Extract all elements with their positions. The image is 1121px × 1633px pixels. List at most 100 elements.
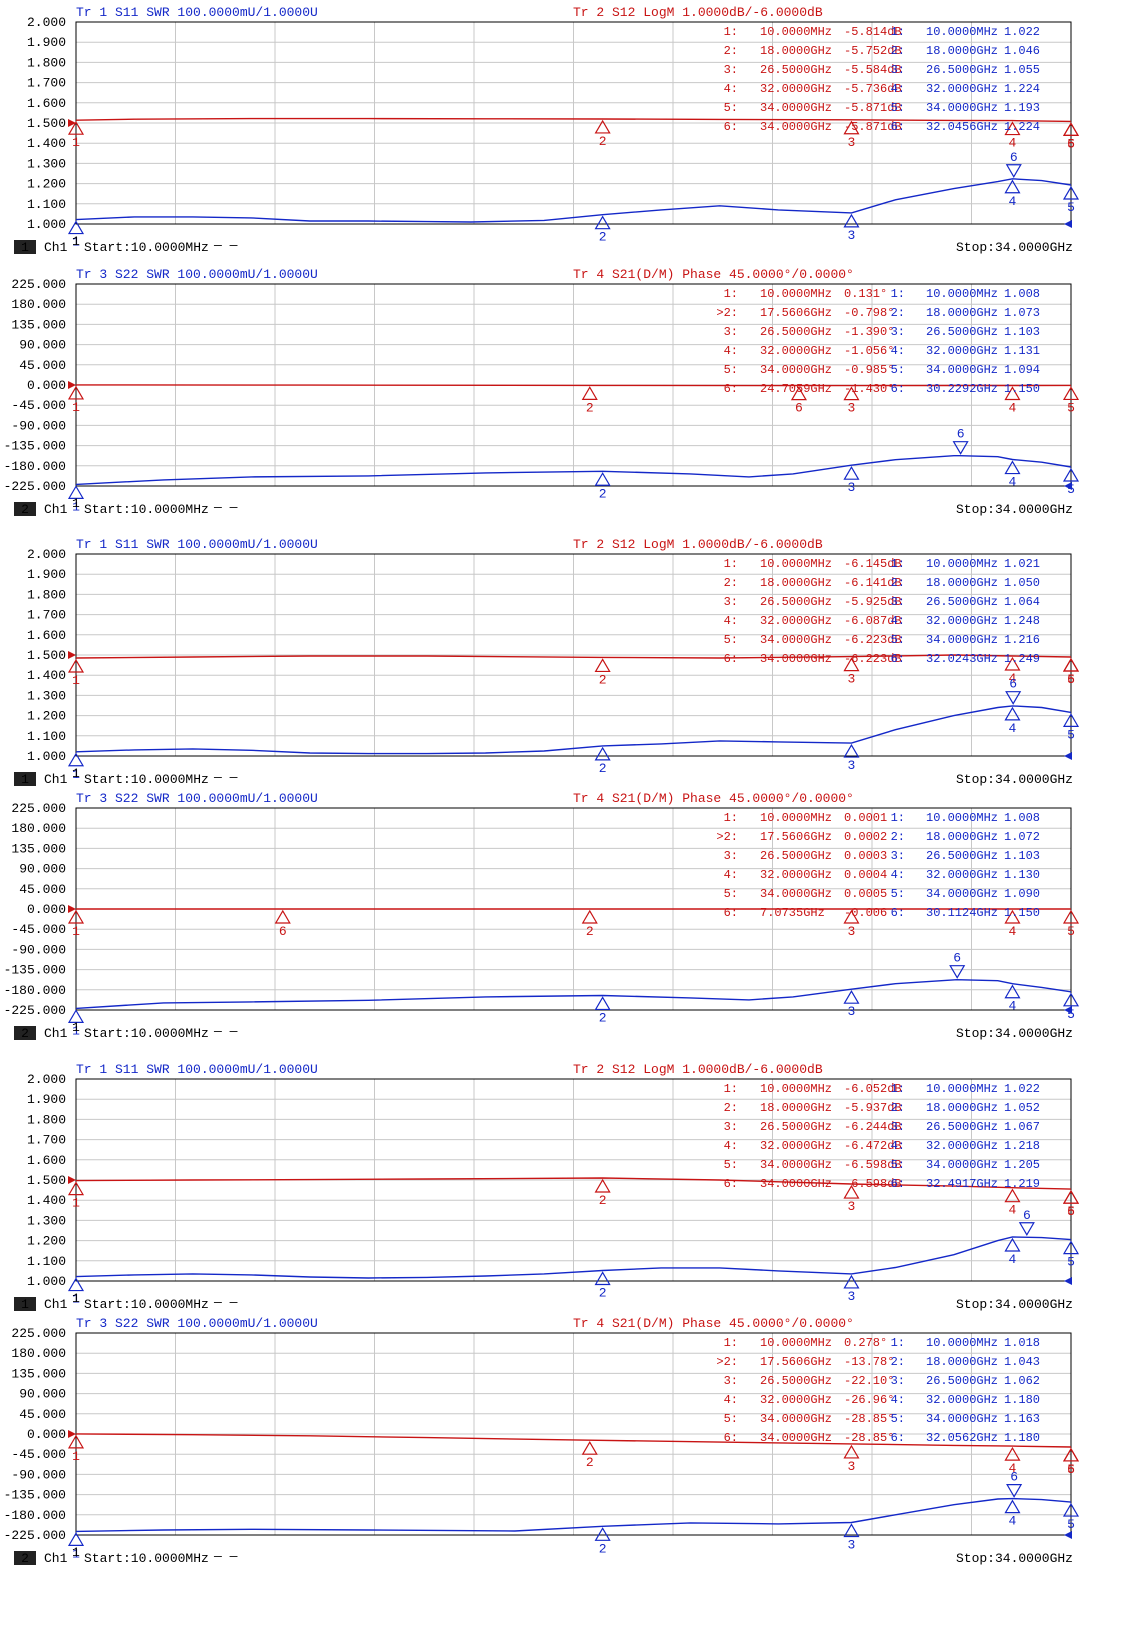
readout-value: 1.055 — [1004, 63, 1040, 77]
y-tick-label: 1.000 — [27, 217, 66, 232]
readout-freq: 32.4917GHz — [926, 1177, 998, 1191]
s11-marker-2: 2 — [594, 746, 611, 776]
readout-value: -1.430° — [844, 382, 894, 396]
readout-value: -6.223dB — [844, 633, 902, 647]
readout-index: 3: — [891, 849, 905, 863]
y-tick-label: 1.200 — [27, 1234, 66, 1249]
marker-1-baseline: 1 — [72, 1545, 80, 1560]
marker-triangle-up — [1062, 467, 1080, 482]
channel-badge[interactable] — [14, 772, 36, 786]
start-frequency: Start:10.0000MHz — [84, 240, 209, 255]
s11-marker-6: 6 — [1005, 150, 1022, 178]
readout-index: 4: — [891, 82, 905, 96]
marker-readout-a: 6: 32.4917GHz 1.219 — [891, 1177, 1040, 1191]
marker-readout-a: 6: 32.0562GHz 1.180 — [891, 1431, 1040, 1445]
chart-panel-3: 2.000 1.900 1.800 1.700 1.600 1.500 1.400 1.300… — [14, 537, 1080, 787]
readout-index: 2: — [891, 1355, 905, 1369]
readout-freq: 32.0000GHz — [760, 1393, 832, 1407]
chart-panel-5: 2.000 1.900 1.800 1.700 1.600 1.500 1.400 1.300… — [14, 1062, 1080, 1312]
channel-badge[interactable] — [14, 1551, 36, 1565]
readout-value: -1.056° — [844, 344, 894, 358]
s12-marker-3: 3 — [843, 120, 860, 150]
marker-number: 2 — [599, 230, 607, 245]
readout-freq: 10.0000MHz — [926, 811, 998, 825]
marker-triangle-up — [67, 385, 85, 400]
channel-badge[interactable] — [14, 240, 36, 254]
y-tick-label: 180.000 — [11, 1346, 66, 1361]
readout-freq: 10.0000MHz — [926, 557, 998, 571]
marker-number: 3 — [848, 672, 856, 687]
readout-freq: 17.5606GHz — [760, 830, 832, 844]
y-tick-label: 135.000 — [11, 1366, 66, 1381]
channel-label: Ch1 — [44, 772, 68, 787]
start-frequency: Start:10.0000MHz — [84, 1551, 209, 1566]
readout-index: 3: — [891, 1120, 905, 1134]
marker-triangle-up — [594, 119, 611, 134]
marker-number: 4 — [1009, 475, 1017, 490]
marker-readout-b: 3: 26.5000GHz -5.925dB — [724, 595, 902, 609]
trace-a-header: Tr 3 S22 SWR 100.0000mU/1.0000U — [76, 267, 318, 282]
channel-badge[interactable] — [14, 502, 36, 516]
readout-index: 6: — [724, 652, 738, 666]
s12-marker-3: 3 — [843, 909, 860, 939]
marker-readout-b: 6: 34.0000GHz -5.871dB — [724, 120, 902, 134]
readout-index: 5: — [724, 1158, 738, 1172]
readout-freq: 26.5000GHz — [926, 595, 998, 609]
readout-freq: 34.0000GHz — [760, 101, 832, 115]
s12-marker-1: 1 — [67, 1434, 85, 1464]
marker-triangle-up — [843, 1523, 860, 1538]
readout-index: 6: — [724, 1431, 738, 1445]
readout-freq: 24.7059GHz — [760, 382, 832, 396]
marker-number: 4 — [1009, 1514, 1017, 1529]
readout-freq: 34.0000GHz — [926, 1412, 998, 1426]
marker-triangle-up — [67, 120, 85, 135]
readout-index: 6: — [891, 1431, 905, 1445]
y-tick-label: 1.100 — [27, 197, 66, 212]
marker-readout-b: 3: 26.5000GHz -22.10° — [724, 1374, 895, 1388]
channel-number: 2 — [21, 502, 29, 517]
trace-legend-dash: — — — [213, 1024, 238, 1039]
y-tick-label: -135.000 — [4, 963, 66, 978]
s11-trace — [75, 705, 1072, 755]
readout-freq: 32.0243GHz — [926, 652, 998, 666]
marker-readout-b: 1: 10.0000MHz -6.145dB — [724, 557, 902, 571]
s11-marker-6: 6 — [1005, 677, 1022, 705]
s12-marker-3: 3 — [843, 657, 860, 687]
s12-marker-4: 4 — [1004, 121, 1021, 151]
readout-freq: 32.0000GHz — [760, 614, 832, 628]
channel-label: Ch1 — [44, 502, 68, 517]
trace-b-header: Tr 4 S21(D/M) Phase 45.0000°/0.0000° — [573, 267, 854, 282]
marker-readout-a: 1: 10.0000MHz 1.018 — [891, 1336, 1040, 1350]
marker-readout-b: 3: 26.5000GHz -1.390° — [724, 325, 895, 339]
ref-arrow-right — [1064, 220, 1072, 228]
readout-index: >2: — [716, 830, 738, 844]
readout-value: 1.043 — [1004, 1355, 1040, 1369]
marker-triangle-up — [594, 996, 611, 1011]
readout-freq: 32.0000GHz — [760, 1139, 832, 1153]
marker-triangle-up — [1062, 386, 1080, 401]
y-tick-label: -90.000 — [11, 942, 66, 957]
trace-b-header: Tr 4 S21(D/M) Phase 45.0000°/0.0000° — [573, 791, 854, 806]
channel-badge[interactable] — [14, 1297, 36, 1311]
readout-freq: 32.0000GHz — [926, 1393, 998, 1407]
s12-marker-6: 6 — [1062, 657, 1080, 687]
chart-panel-2: 225.000 180.000 135.000 90.000 45.000 0.000 -4… — [4, 267, 1080, 517]
marker-triangle-up — [67, 1532, 85, 1546]
marker-triangle-up — [1004, 706, 1021, 721]
s12-marker-4: 4 — [1004, 909, 1021, 939]
readout-value: 0.278° — [844, 1336, 887, 1350]
y-tick-label: 180.000 — [11, 297, 66, 312]
channel-badge[interactable] — [14, 1026, 36, 1040]
readout-value: 1.163 — [1004, 1412, 1040, 1426]
marker-readout-a: 1: 10.0000MHz 1.008 — [891, 287, 1040, 301]
marker-readout-a: 2: 18.0000GHz 1.052 — [891, 1101, 1040, 1115]
marker-number: 3 — [848, 1459, 856, 1474]
readout-index: 2: — [891, 306, 905, 320]
readout-freq: 32.0000GHz — [760, 868, 832, 882]
marker-readout-a: 3: 26.5000GHz 1.055 — [891, 63, 1040, 77]
channel-label: Ch1 — [44, 1551, 68, 1566]
y-tick-label: -45.000 — [11, 1447, 66, 1462]
readout-freq: 26.5000GHz — [760, 1120, 832, 1134]
marker-readout-b: 4: 32.0000GHz -26.96° — [724, 1393, 895, 1407]
marker-readout-a: 6: 32.0243GHz 1.249 — [891, 652, 1040, 666]
